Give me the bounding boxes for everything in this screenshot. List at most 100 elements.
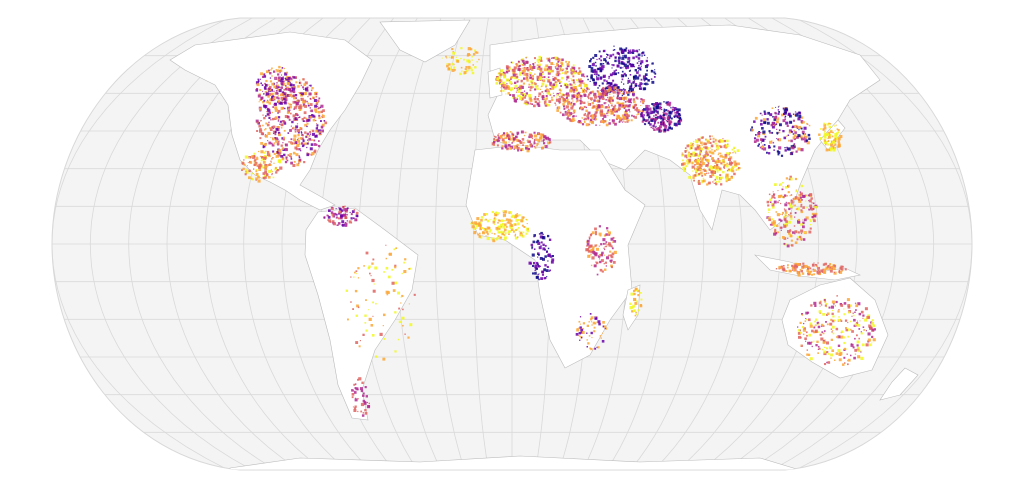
- point: [547, 58, 551, 62]
- point: [790, 194, 793, 196]
- point: [357, 277, 360, 279]
- point: [547, 76, 550, 79]
- point: [309, 135, 311, 137]
- south-america: [304, 207, 419, 421]
- point: [515, 214, 517, 216]
- point: [695, 148, 697, 151]
- point: [576, 99, 579, 102]
- point: [777, 201, 779, 204]
- point: [590, 249, 594, 252]
- point: [531, 137, 534, 140]
- point: [695, 139, 699, 144]
- point: [541, 146, 544, 149]
- point: [706, 183, 709, 186]
- point: [297, 99, 299, 101]
- point: [590, 316, 594, 320]
- point: [541, 95, 545, 99]
- point: [618, 96, 622, 101]
- point: [506, 221, 509, 224]
- point: [520, 63, 523, 66]
- point: [811, 345, 813, 348]
- point: [327, 219, 329, 221]
- point: [280, 83, 282, 85]
- point: [799, 191, 802, 193]
- point: [800, 116, 804, 119]
- point: [795, 265, 798, 269]
- point: [542, 139, 545, 141]
- point: [312, 118, 316, 122]
- point: [288, 87, 292, 91]
- point: [811, 263, 815, 267]
- point: [803, 126, 807, 130]
- point: [289, 105, 292, 109]
- point: [303, 92, 307, 96]
- point: [776, 224, 779, 227]
- point: [509, 230, 512, 233]
- point: [532, 240, 536, 244]
- point: [577, 93, 580, 96]
- point: [516, 89, 519, 92]
- point: [650, 126, 652, 129]
- point: [819, 137, 823, 140]
- point: [298, 142, 301, 145]
- point: [327, 216, 331, 219]
- point: [295, 97, 297, 99]
- point: [624, 101, 627, 103]
- point: [776, 213, 780, 217]
- point: [854, 353, 857, 355]
- point: [473, 221, 478, 225]
- point: [313, 139, 316, 142]
- point: [359, 387, 363, 391]
- meridian: [128, 18, 276, 470]
- point: [265, 172, 268, 175]
- point: [602, 50, 605, 53]
- point: [668, 126, 672, 130]
- point: [603, 102, 606, 105]
- point: [648, 115, 651, 118]
- point: [298, 156, 301, 159]
- point: [785, 115, 787, 117]
- point: [451, 68, 455, 72]
- point: [705, 150, 708, 153]
- point: [364, 314, 367, 317]
- point: [710, 166, 714, 170]
- point: [360, 410, 363, 413]
- point: [859, 320, 861, 322]
- point: [578, 78, 580, 80]
- point: [586, 332, 588, 334]
- point: [474, 224, 476, 226]
- point: [536, 75, 540, 79]
- point: [604, 261, 607, 264]
- point: [798, 335, 801, 339]
- point: [754, 116, 758, 120]
- point: [587, 117, 590, 120]
- point: [510, 215, 513, 218]
- point: [804, 267, 806, 269]
- point: [625, 104, 627, 106]
- point: [623, 63, 627, 67]
- point: [275, 86, 279, 89]
- point: [616, 110, 618, 113]
- point: [597, 90, 600, 93]
- point: [362, 399, 366, 403]
- point: [525, 101, 527, 103]
- point: [360, 402, 365, 407]
- point: [633, 87, 635, 89]
- point: [536, 239, 539, 242]
- point: [606, 111, 610, 114]
- point: [688, 176, 691, 179]
- point: [260, 159, 263, 162]
- point: [821, 304, 823, 306]
- point: [763, 144, 766, 146]
- point: [820, 300, 822, 302]
- point: [455, 56, 457, 58]
- point: [504, 145, 507, 148]
- point: [805, 319, 808, 321]
- point: [652, 124, 655, 128]
- point: [777, 109, 780, 111]
- point: [601, 251, 604, 255]
- point: [470, 223, 472, 225]
- point: [778, 146, 782, 150]
- point: [579, 323, 581, 325]
- point: [281, 91, 285, 95]
